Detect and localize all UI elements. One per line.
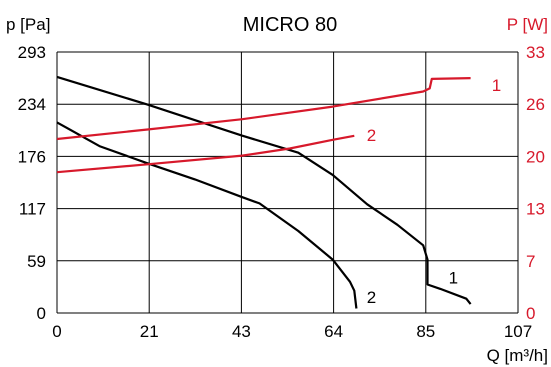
curve-label: 1 [449, 268, 458, 287]
x-tick-label: 64 [324, 322, 343, 341]
power-curve-2 [56, 134, 355, 174]
y-left-tick-label: 176 [18, 147, 46, 166]
power-curve-1 [56, 77, 471, 141]
y-right-tick-label: 7 [526, 252, 535, 271]
y-left-tick-label: 59 [27, 252, 46, 271]
pressure-curve-2 [56, 121, 358, 309]
curve-label: 2 [367, 288, 376, 307]
curve-label: 1 [492, 76, 501, 95]
x-axis-label: Q [m³/h] [487, 346, 548, 365]
grid [56, 51, 519, 314]
y-left-tick-label: 117 [19, 200, 46, 219]
x-tick-label: 21 [140, 322, 159, 341]
y-left-tick-label: 293 [18, 43, 46, 62]
x-tick-label: 85 [416, 322, 435, 341]
curves [56, 75, 472, 309]
y-right-tick-label: 13 [526, 200, 545, 219]
y-left-tick-label: 0 [37, 304, 46, 323]
y-right-tick-label: 0 [526, 304, 535, 323]
curve-labels: 1 2 1 2 [367, 76, 501, 307]
y-right-tick-label: 26 [526, 95, 545, 114]
x-tick-label: 0 [52, 322, 61, 341]
x-tick-label: 43 [232, 322, 251, 341]
x-tick-label: 107 [504, 322, 532, 341]
y-right-tick-label: 20 [526, 147, 545, 166]
chart-title: MICRO 80 [243, 14, 337, 36]
pressure-curve-1 [56, 75, 472, 305]
y-right-axis-label: P [W] [507, 15, 548, 34]
y-left-axis-label: p [Pa] [6, 15, 50, 34]
y-right-tick-label: 33 [526, 43, 545, 62]
y-left-tick-label: 234 [18, 95, 46, 114]
curve-label: 2 [367, 126, 376, 145]
